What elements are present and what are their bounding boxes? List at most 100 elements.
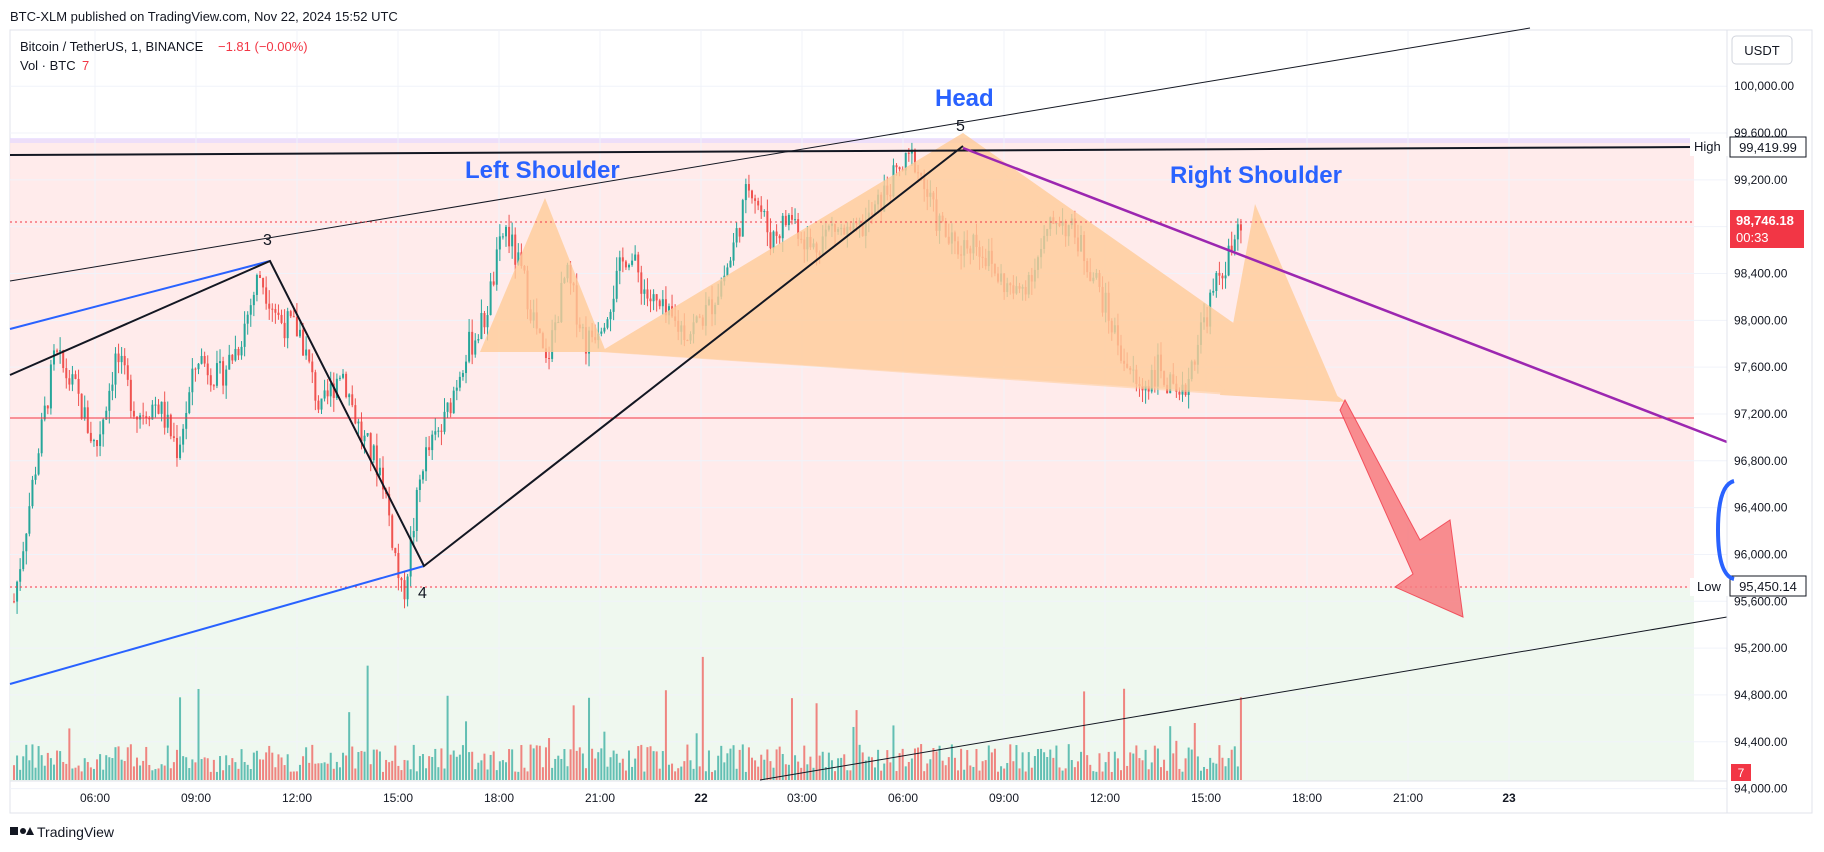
volume-bar: [1184, 758, 1187, 780]
candle-body: [222, 361, 225, 386]
candle-body: [634, 254, 637, 261]
volume-bar: [452, 750, 455, 780]
tradingview-logo[interactable]: TradingView: [10, 824, 115, 840]
volume-bar: [855, 710, 858, 780]
symbol-title[interactable]: Bitcoin / TetherUS, 1, BINANCE: [20, 39, 204, 54]
volume-bar: [1095, 771, 1098, 780]
candle-body: [907, 152, 910, 154]
volume-bar: [637, 746, 640, 780]
candle-body: [1178, 391, 1181, 395]
volume-bar: [618, 762, 621, 780]
volume-bar: [532, 748, 535, 780]
candle-body: [317, 400, 320, 410]
candle-body: [615, 270, 618, 299]
volume-bar: [1230, 749, 1233, 780]
volume-legend-label[interactable]: Vol · BTC: [20, 58, 76, 73]
candle-body: [461, 373, 464, 377]
volume-bar: [615, 753, 618, 780]
currency-button-label[interactable]: USDT: [1744, 43, 1779, 58]
volume-bar: [597, 752, 600, 780]
volume-bar: [1073, 767, 1076, 780]
volume-bar: [1030, 767, 1033, 780]
volume-bar: [139, 765, 142, 780]
candle-body: [1230, 245, 1233, 251]
candle-body: [895, 165, 898, 168]
scroll-handle[interactable]: [1715, 479, 1735, 581]
volume-bar: [62, 761, 65, 780]
candle-body: [603, 327, 606, 332]
volume-bar: [729, 748, 732, 780]
candle-body: [114, 353, 117, 385]
volume-bar: [1196, 756, 1199, 780]
volume-bar: [92, 768, 95, 780]
time-axis[interactable]: 06:00 09:00 12:00 15:00 18:00 21:00 22 03:00 06:…: [10, 780, 1727, 805]
candle-body: [511, 234, 514, 247]
candle-body: [357, 421, 360, 424]
candle-body: [46, 405, 49, 409]
volume-bar: [1033, 756, 1036, 780]
high-value: 99,419.99: [1739, 140, 1797, 155]
volume-bar: [701, 656, 704, 780]
volume-bar: [646, 747, 649, 780]
volume-bar: [1169, 726, 1172, 780]
candle-body: [369, 433, 372, 461]
volume-bar: [96, 759, 99, 780]
volume-bar: [852, 726, 855, 780]
volume-bar: [1239, 697, 1242, 780]
publish-note: BTC-XLM published on TradingView.com, No…: [10, 9, 398, 24]
volume-bar: [606, 766, 609, 780]
high-label: High: [1694, 139, 1721, 154]
volume-bar: [584, 768, 587, 780]
volume-bar: [790, 698, 793, 780]
volume-bar: [89, 767, 92, 780]
volume-bar: [631, 766, 634, 780]
candle-body: [68, 378, 71, 385]
candle-body: [332, 383, 335, 398]
volume-bar: [271, 752, 274, 780]
x-tick-label: 22: [694, 791, 708, 805]
candle-body: [913, 149, 916, 173]
candle-body: [56, 350, 59, 352]
volume-bar: [769, 761, 772, 780]
left-shoulder-triangle: [480, 198, 606, 352]
volume-bar: [981, 761, 984, 780]
volume-bar: [1199, 770, 1202, 780]
volume-bar: [1098, 753, 1101, 780]
x-tick-labels: 06:00 09:00 12:00 15:00 18:00 21:00 22 03:00 06:…: [80, 791, 1516, 805]
volume-bar: [489, 754, 492, 780]
candle-body: [92, 440, 95, 442]
volume-bar: [784, 764, 787, 780]
volume-bar: [465, 721, 468, 780]
volume-bar: [126, 747, 129, 780]
candle-body: [268, 303, 271, 309]
volume-bar: [812, 767, 815, 780]
volume-bar: [56, 750, 59, 780]
volume-bar: [1052, 757, 1055, 780]
volume-bar: [517, 771, 520, 780]
candle-body: [237, 348, 240, 356]
currency-button[interactable]: [1731, 35, 1793, 65]
lower-channel-line: [759, 616, 1728, 781]
y-tick-label: 97,600.00: [1734, 360, 1788, 374]
volume-bar: [418, 756, 421, 780]
y-tick-label: 96,400.00: [1734, 501, 1788, 515]
volume-bar: [262, 759, 265, 780]
volume-bar: [498, 761, 501, 780]
candle-body: [631, 260, 634, 265]
volume-bar: [923, 771, 926, 780]
y-tick-label: 94,400.00: [1734, 735, 1788, 749]
volume-bar: [738, 749, 741, 780]
volume-bar: [1126, 765, 1129, 780]
y-tick-label: 98,400.00: [1734, 266, 1788, 280]
candle-body: [437, 430, 440, 432]
candle-body: [265, 287, 268, 304]
volume-bar: [268, 745, 271, 780]
volume-bar: [772, 767, 775, 780]
volume-bar: [286, 754, 289, 780]
volume-bar: [1107, 751, 1110, 780]
volume-bar: [997, 771, 999, 780]
volume-bar: [938, 745, 941, 780]
volume-bar: [1120, 770, 1122, 780]
volume-bar: [698, 766, 701, 780]
